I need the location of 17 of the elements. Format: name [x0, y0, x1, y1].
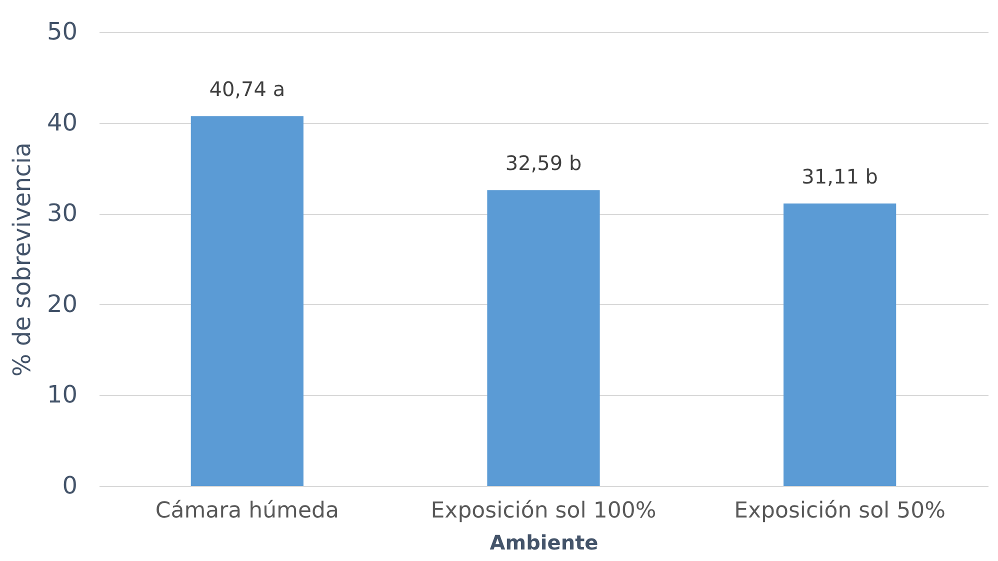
- y-tick-label: 20: [46, 290, 78, 318]
- bar: [487, 190, 600, 486]
- y-tick-label: 50: [46, 18, 78, 46]
- data-label: 31,11 b: [802, 164, 878, 189]
- data-label: 40,74 a: [209, 77, 286, 102]
- y-tick-label: 30: [46, 199, 78, 228]
- x-tick-label: Exposición sol 100%: [430, 498, 656, 524]
- bar: [784, 204, 896, 486]
- data-label: 32,59 b: [505, 151, 582, 176]
- x-axis-title: Ambiente: [490, 530, 598, 554]
- x-tick-label: Cámara húmeda: [155, 498, 339, 524]
- y-tick-label: 10: [46, 380, 78, 409]
- bar: [190, 116, 304, 486]
- y-axis-title: % de sobrevivencia: [8, 142, 36, 377]
- x-tick-label: Exposición sol 50%: [734, 498, 946, 524]
- y-tick-label: 40: [46, 108, 78, 136]
- y-tick-label: 0: [62, 472, 78, 500]
